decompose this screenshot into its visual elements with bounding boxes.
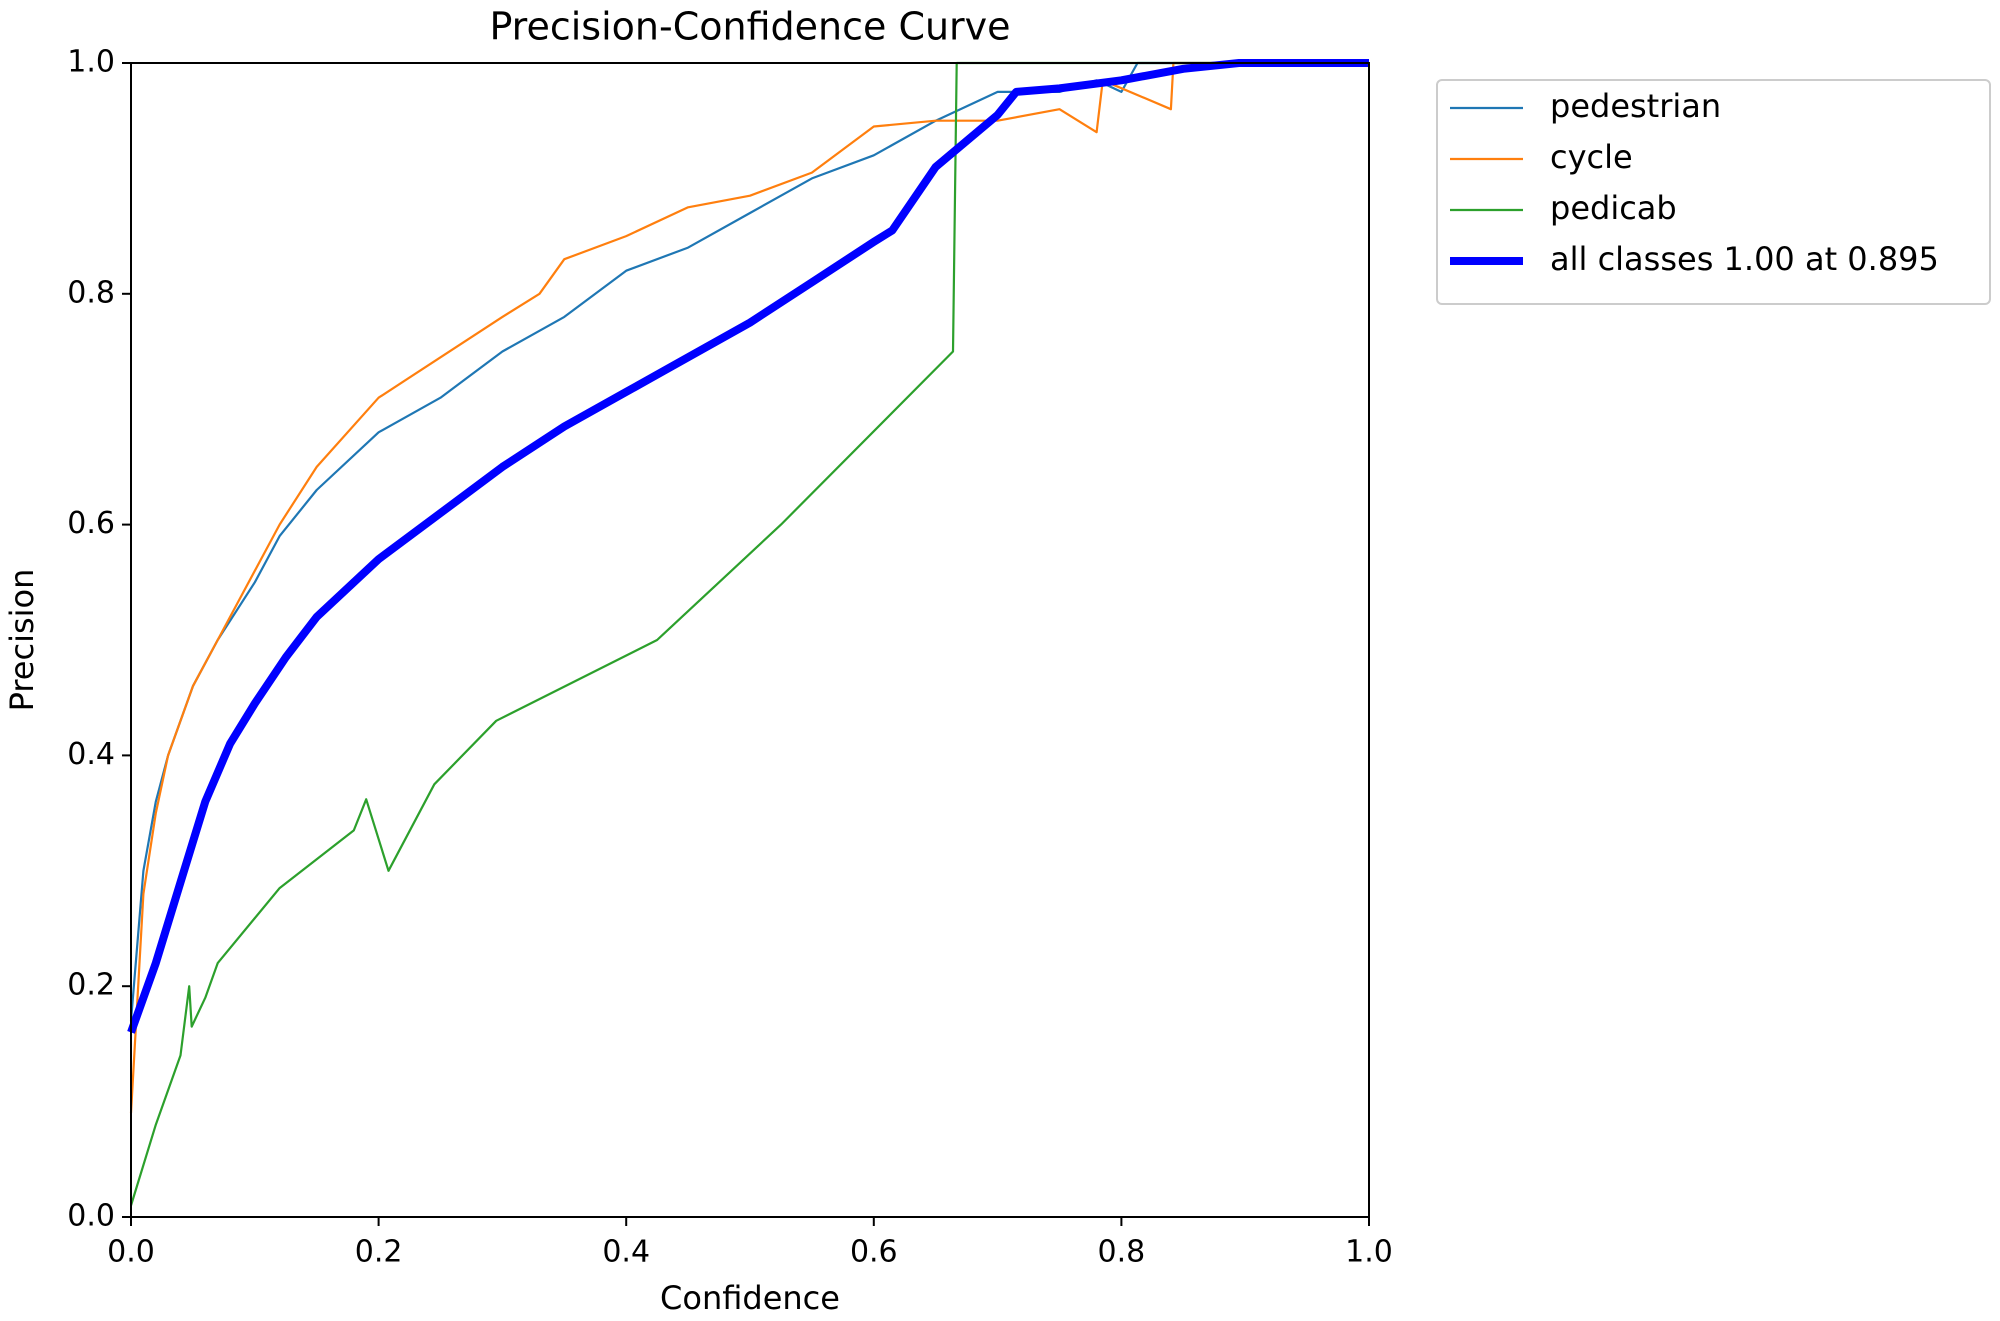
- y-tick-label: 0.4: [67, 737, 115, 772]
- x-tick-label: 0.2: [355, 1235, 403, 1270]
- x-axis-label: Confidence: [660, 1279, 840, 1317]
- y-axis-label: Precision: [3, 569, 41, 712]
- x-tick-label: 0.0: [107, 1235, 155, 1270]
- x-tick-label: 0.8: [1098, 1235, 1146, 1270]
- plot-frame: [130, 62, 1370, 1218]
- x-tick-label: 0.4: [602, 1235, 650, 1270]
- series-line: [129, 61, 1369, 1206]
- legend-label: cycle: [1550, 138, 1633, 176]
- y-tick-label: 1.0: [67, 45, 115, 80]
- y-tick-label: 0.2: [67, 968, 115, 1003]
- y-tick-label: 0.8: [67, 275, 115, 310]
- series-line: [129, 61, 1369, 1114]
- chart-title: Precision-Confidence Curve: [489, 5, 1010, 49]
- legend-box: [1436, 79, 1991, 305]
- series-line: [127, 59, 1369, 1034]
- legend-label: pedestrian: [1550, 87, 1721, 125]
- legend-label: pedicab: [1550, 189, 1677, 227]
- x-tick-label: 1.0: [1345, 1235, 1393, 1270]
- legend-label: all classes 1.00 at 0.895: [1550, 240, 1939, 278]
- y-tick-label: 0.0: [67, 1199, 115, 1234]
- y-tick-label: 0.6: [67, 506, 115, 541]
- x-tick-label: 0.6: [850, 1235, 898, 1270]
